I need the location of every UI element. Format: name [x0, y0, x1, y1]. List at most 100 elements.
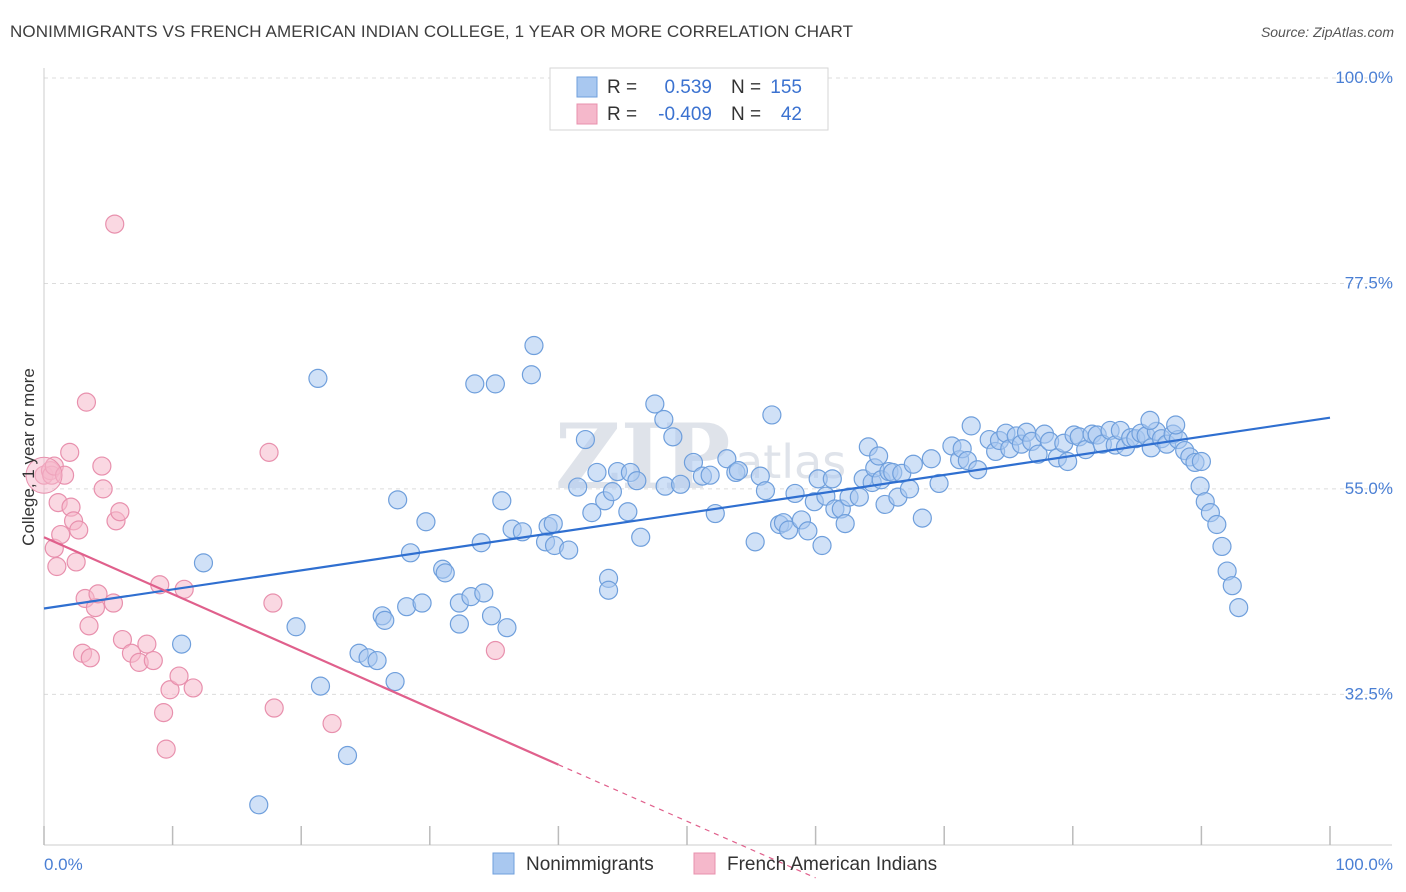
scatter-point — [728, 461, 749, 481]
scatter-point — [1140, 410, 1160, 431]
scatter-point — [762, 405, 782, 425]
stats-n-value: 155 — [770, 77, 802, 98]
y-tick-label: 32.5% — [1345, 684, 1393, 703]
y-tick-label: 55.0% — [1345, 479, 1393, 498]
scatter-point — [183, 678, 203, 698]
legend-swatch-french-american-indians — [693, 852, 716, 875]
scatter-point — [1191, 451, 1212, 472]
scatter-point — [798, 521, 818, 541]
scatter-point — [745, 532, 765, 552]
scatter-point-large — [25, 456, 63, 494]
scatter-point — [521, 365, 541, 385]
scatter-point — [66, 552, 86, 572]
stats-n-label: N = — [731, 77, 761, 98]
x-tick-label: 0.0% — [44, 855, 83, 874]
scatter-point — [112, 629, 133, 650]
scatter-point — [286, 617, 306, 637]
scatter-point — [92, 456, 112, 476]
legend-swatch-nonimmigrants — [492, 852, 515, 875]
scatter-point — [153, 703, 174, 723]
stats-swatch-nonimmigrants — [576, 76, 598, 98]
stats-n-value: 42 — [781, 104, 802, 125]
scatter-point — [69, 520, 89, 540]
scatter-point — [1212, 536, 1232, 557]
trend-lines — [43, 416, 1331, 879]
scatter-point — [156, 739, 176, 759]
scatter-point — [497, 618, 517, 638]
scatter-point — [337, 745, 358, 766]
scatter-point — [80, 648, 100, 668]
source-credit: Source: ZipAtlas.com — [1260, 24, 1394, 40]
scatter-point — [172, 634, 192, 654]
scatter-point — [169, 666, 189, 686]
scatter-point — [921, 449, 941, 469]
scatter-point — [60, 442, 80, 462]
trend-line — [43, 416, 1331, 610]
scatter-point — [755, 481, 776, 501]
scatter-point — [559, 540, 579, 560]
gridlines — [44, 77, 1392, 695]
scatter-point — [263, 593, 283, 613]
scatter-point — [322, 713, 342, 734]
y-tick-label: 77.5% — [1345, 273, 1393, 292]
scatter-point — [524, 335, 544, 356]
scatter-point — [137, 634, 157, 654]
scatter-point — [822, 469, 842, 489]
scatter-point — [849, 487, 869, 507]
scatter-point — [568, 477, 588, 497]
stats-r-label: R = — [607, 77, 637, 98]
scatter-point — [88, 584, 108, 604]
scatter-point — [193, 553, 214, 573]
scatter-point — [912, 508, 932, 528]
stats-box: R = 0.539 N = 155 R = -0.409 N = 42 — [549, 67, 829, 131]
scatter-point — [160, 680, 180, 700]
scatter-point — [485, 640, 505, 661]
scatter-point — [602, 482, 623, 502]
scatter-point — [105, 214, 125, 234]
scatter-point — [961, 416, 981, 436]
stats-r-value: 0.539 — [664, 77, 712, 98]
scatter-point — [110, 502, 130, 522]
scatter-point — [385, 671, 405, 692]
y-tick-labels: 32.5% 55.0% 77.5% 100.0% — [1335, 68, 1393, 703]
stats-r-label: R = — [607, 104, 637, 125]
scatter-point — [543, 513, 563, 534]
series-nonimmigrants-points — [172, 335, 1249, 815]
watermark: ZIP atlas — [555, 404, 846, 510]
legend: Nonimmigrants French American Indians — [492, 852, 937, 875]
scatter-point — [485, 374, 505, 394]
scatter-point — [1229, 597, 1249, 618]
scatter-point — [785, 483, 805, 504]
scatter-point — [449, 614, 469, 634]
scatter-point — [412, 593, 432, 613]
scatter-point — [76, 392, 97, 412]
scatter-point — [645, 394, 665, 414]
scatter-point — [627, 471, 647, 491]
scatter-point — [416, 512, 436, 532]
scatter-point — [1207, 514, 1227, 535]
scatter-point — [143, 650, 163, 671]
scatter-point — [1028, 444, 1048, 464]
stats-r-value: -0.409 — [658, 104, 712, 125]
scatter-point — [929, 473, 949, 494]
series-french-american-indians-points — [25, 214, 505, 759]
y-tick-label: 100.0% — [1335, 68, 1393, 87]
stats-n-label: N = — [731, 104, 761, 125]
scatter-point — [264, 698, 284, 718]
scatter-point — [481, 606, 502, 626]
scatter-point — [778, 520, 799, 540]
chart-title: NONIMMIGRANTS VS FRENCH AMERICAN INDIAN … — [10, 22, 854, 41]
scatter-point — [869, 446, 889, 466]
scatter-point — [700, 465, 720, 485]
scatter-point — [835, 513, 855, 534]
scatter-point — [812, 535, 832, 556]
scatter-point — [670, 474, 691, 494]
scatter-point — [654, 409, 674, 430]
scatter-point — [587, 462, 607, 483]
scatter-point — [717, 449, 737, 469]
trend-line — [43, 536, 559, 766]
scatter-point — [435, 563, 455, 583]
scatter-point — [79, 616, 99, 636]
scatter-point — [367, 650, 387, 671]
scatter-point — [683, 452, 704, 473]
